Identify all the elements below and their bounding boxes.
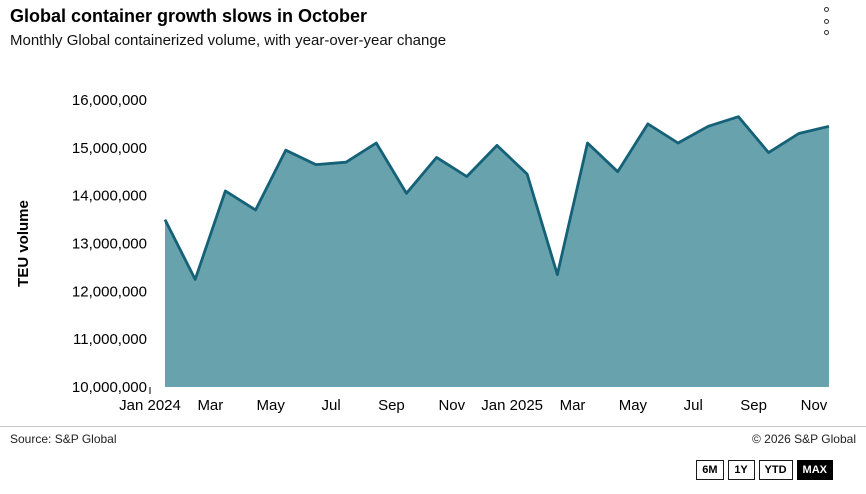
range-selector: 6M 1Y YTD MAX bbox=[696, 460, 833, 480]
y-tick-label: 13,000,000 bbox=[72, 235, 147, 252]
x-tick-label: May bbox=[257, 397, 286, 414]
x-tick-label: Nov bbox=[438, 397, 465, 414]
footer-divider bbox=[0, 426, 866, 427]
area-series-line bbox=[163, 115, 830, 281]
y-tick-label: 10,000,000 bbox=[72, 379, 147, 396]
x-tick-label: Jul bbox=[684, 397, 703, 414]
range-button-6m[interactable]: 6M bbox=[696, 460, 724, 480]
kebab-menu-button[interactable] bbox=[818, 7, 834, 35]
chart-title: Global container growth slows in October bbox=[10, 6, 368, 26]
x-tick-label: May bbox=[619, 397, 648, 414]
x-tick-label: Mar bbox=[197, 397, 223, 414]
x-tick-label: Sep bbox=[378, 397, 405, 414]
x-tick-label: Jan 2025 bbox=[481, 397, 543, 414]
y-tick-label: 12,000,000 bbox=[72, 283, 147, 300]
x-tick-label: Jul bbox=[321, 397, 340, 414]
y-axis-title: TEU volume bbox=[15, 200, 32, 287]
kebab-dot-icon bbox=[823, 30, 829, 35]
x-tick-label: Mar bbox=[560, 397, 586, 414]
y-tick-label: 16,000,000 bbox=[72, 92, 147, 109]
y-tick-label: 14,000,000 bbox=[72, 188, 147, 205]
range-button-ytd[interactable]: YTD bbox=[758, 460, 793, 480]
x-tick-label: Nov bbox=[801, 397, 828, 414]
y-tick-label: 11,000,000 bbox=[73, 331, 147, 348]
y-tick-label: 15,000,000 bbox=[72, 140, 147, 157]
kebab-dot-icon bbox=[823, 7, 829, 12]
chart-subtitle: Monthly Global containerized volume, wit… bbox=[10, 32, 447, 49]
area-series-fill bbox=[165, 116, 829, 387]
area-chart: 16,000,000 15,000,000 14,000,000 13,000,000… bbox=[15, 92, 830, 414]
range-button-1y[interactable]: 1Y bbox=[727, 460, 755, 480]
x-tick-label: Sep bbox=[740, 397, 767, 414]
x-tick-label: Jan 2024 bbox=[119, 397, 181, 414]
source-text: Source: S&P Global bbox=[10, 432, 117, 446]
range-button-max[interactable]: MAX bbox=[796, 460, 833, 480]
copyright-text: © 2026 S&P Global bbox=[751, 432, 856, 446]
kebab-dot-icon bbox=[823, 18, 829, 24]
